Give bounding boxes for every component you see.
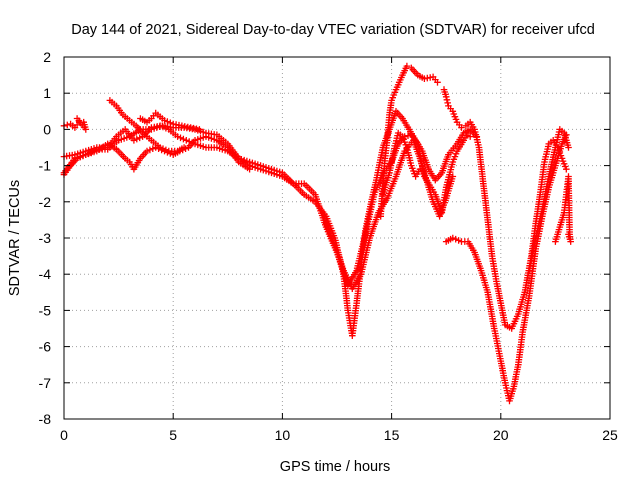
series-track-13 [552, 173, 574, 245]
x-tick-label: 0 [60, 427, 68, 443]
data-point-marker [434, 79, 441, 86]
data-point-marker [443, 96, 451, 104]
data-point-marker [177, 134, 184, 142]
data-point-marker [79, 152, 87, 160]
data-point-marker [246, 165, 253, 173]
axis-layer [63, 56, 611, 420]
data-point-marker [449, 234, 457, 242]
x-tick-label: 20 [493, 427, 509, 443]
data-point-marker [130, 137, 138, 144]
y-tick-label: -3 [39, 230, 52, 246]
data-point-marker [159, 123, 167, 131]
series-track-12 [525, 126, 572, 274]
data-point-marker [143, 147, 151, 155]
series-track-10 [440, 86, 570, 332]
y-tick-label: -1 [39, 158, 52, 174]
data-point-marker [180, 144, 188, 151]
chart-title: Day 144 of 2021, Sidereal Day-to-day VTE… [71, 22, 595, 38]
data-point-marker [444, 99, 451, 107]
data-point-marker [149, 145, 157, 152]
data-point-marker [196, 126, 203, 133]
x-tick-label: 10 [275, 427, 291, 443]
data-point-marker [458, 124, 465, 131]
series-track-4 [60, 115, 90, 133]
data-point-marker [76, 153, 84, 161]
series-track-7 [322, 137, 457, 292]
data-point-marker [161, 117, 168, 124]
data-point-marker [174, 133, 181, 140]
data-point-marker [156, 144, 164, 151]
series-track-5 [106, 97, 188, 155]
data-point-marker [146, 146, 154, 154]
y-tick-label: -7 [39, 375, 52, 391]
x-tick-label: 25 [602, 427, 618, 443]
y-tick-label: -4 [39, 266, 52, 282]
data-point-marker [73, 155, 81, 162]
data-point-marker [565, 231, 572, 238]
y-tick-label: -5 [39, 302, 52, 318]
data-point-marker [156, 122, 164, 130]
data-point-marker [563, 165, 570, 173]
data-point-marker [416, 165, 424, 173]
data-point-marker [449, 173, 457, 180]
data-point-marker [442, 93, 450, 101]
data-point-marker [64, 121, 71, 129]
x-tick-label: 15 [384, 427, 400, 443]
data-point-marker [164, 118, 171, 125]
y-tick-label: 0 [43, 121, 51, 137]
series-track-3 [60, 133, 253, 178]
label-layer: 0 5 10 15 20 25 -8 -7 -6 -5 -4 -3 -2 -1 0 1 2 [39, 49, 618, 443]
data-point-marker [403, 62, 411, 70]
data-point-marker [162, 124, 170, 132]
data-point-marker [136, 134, 143, 142]
data-point-marker [565, 144, 572, 151]
data-point-marker [452, 235, 459, 243]
data-point-marker [133, 135, 141, 143]
data-point-marker [162, 146, 170, 154]
data-point-marker [466, 133, 474, 140]
y-axis-label: SDTVAR / TECUs [7, 180, 23, 296]
y-tick-label: -2 [39, 194, 52, 210]
series-track-6 [137, 109, 203, 133]
data-point-marker [167, 119, 174, 127]
data-layer [60, 62, 574, 405]
data-point-marker [183, 137, 190, 144]
series-track-2 [60, 108, 481, 339]
x-tick-label: 5 [169, 427, 177, 443]
y-tick-label: 1 [43, 85, 51, 101]
y-tick-label: -8 [39, 411, 52, 427]
x-axis-label: GPS time / hours [280, 459, 390, 475]
series-track-1 [60, 122, 474, 289]
data-point-marker [455, 237, 462, 244]
data-point-marker [73, 115, 81, 122]
data-point-marker [159, 145, 167, 152]
y-tick-label: 2 [43, 49, 51, 65]
y-tick-label: -6 [39, 339, 52, 355]
series-track-9 [379, 129, 424, 198]
data-point-marker [180, 135, 187, 143]
